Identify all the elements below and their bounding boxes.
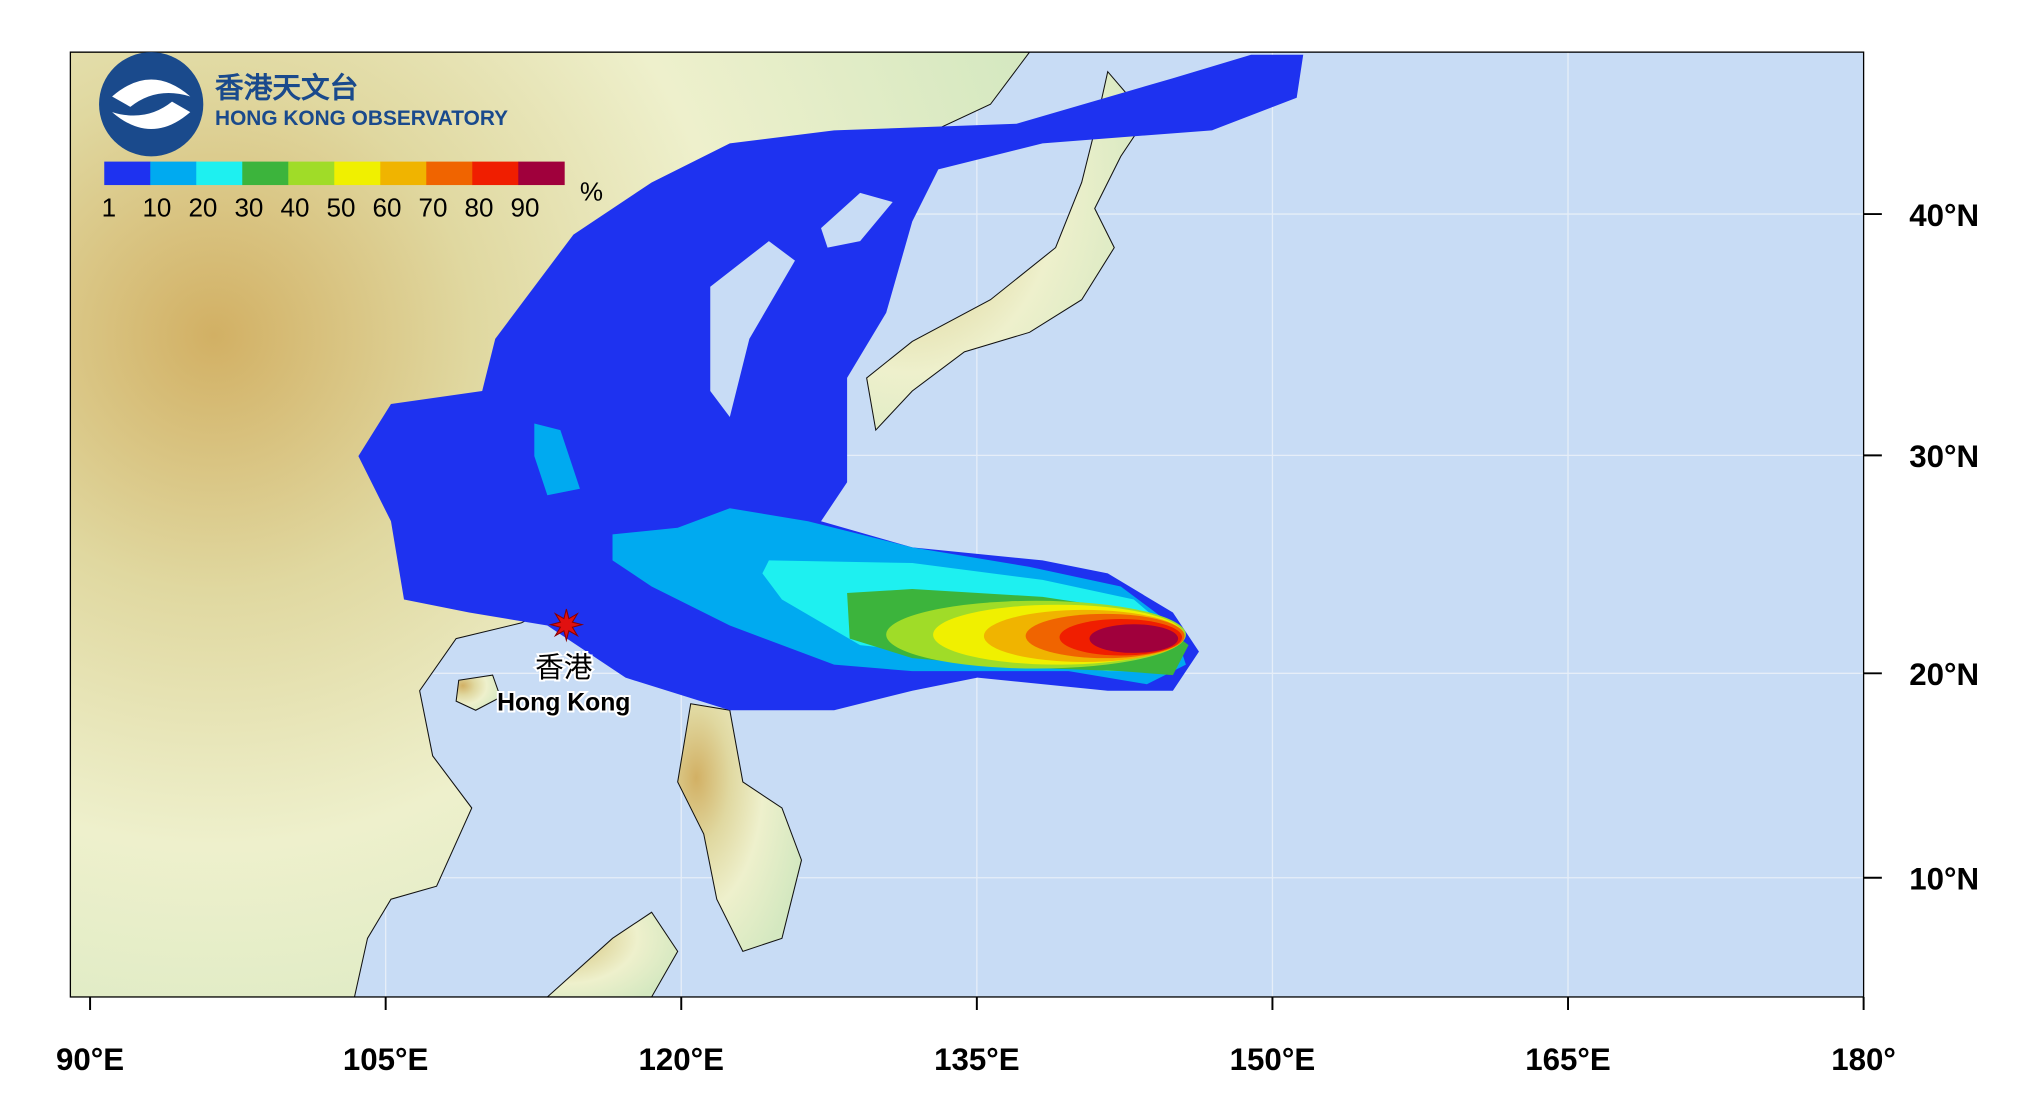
logo-emblem [99, 52, 204, 157]
legend: % 1 10 20 30 40 50 60 70 80 90 [102, 161, 603, 222]
land-borneo [546, 911, 679, 997]
y-tick-label: 20°N [1909, 657, 1979, 692]
logo-title-en: HONG KONG OBSERVATORY [215, 107, 508, 130]
legend-label: 90 [510, 192, 539, 222]
legend-label: 50 [326, 192, 355, 222]
land-philippines [677, 703, 803, 952]
plot-frame [69, 51, 1865, 998]
probability-swath [358, 54, 1304, 711]
legend-label: 60 [372, 192, 401, 222]
legend-swatch [150, 161, 197, 186]
x-tick-label: 165°E [1525, 1042, 1611, 1077]
y-tick-label: 30°N [1909, 439, 1979, 474]
legend-label: 30 [234, 192, 263, 222]
swath-band [1089, 624, 1179, 653]
legend-swatch [518, 161, 565, 186]
logo: 香港天文台 HONG KONG OBSERVATORY [99, 52, 508, 157]
land-hainan [455, 674, 502, 711]
legend-swatch [196, 161, 243, 186]
legend-unit: % [580, 177, 603, 207]
legend-swatch [426, 161, 473, 186]
legend-swatch [380, 161, 427, 186]
x-tick-label: 150°E [1230, 1042, 1316, 1077]
map-area [70, 52, 1864, 997]
swath-band [358, 54, 1304, 711]
x-tick-label: 135°E [934, 1042, 1020, 1077]
x-tick-label: 180° [1831, 1042, 1896, 1077]
legend-label: 20 [188, 192, 217, 222]
city-label-zh: 香港 [535, 652, 593, 684]
legend-label: 10 [142, 192, 171, 222]
y-tick-label: 40°N [1909, 198, 1979, 233]
legend-label: 70 [418, 192, 447, 222]
legend-swatch [104, 161, 151, 186]
x-tick-label: 120°E [638, 1042, 724, 1077]
legend-label: 40 [280, 192, 309, 222]
x-tick-label: 90°E [56, 1042, 124, 1077]
legend-label: 1 [102, 192, 117, 222]
logo-title-zh: 香港天文台 [215, 72, 358, 105]
axes: 90°E 105°E 120°E 135°E 150°E 165°E 180° 10°N 20°… [56, 198, 1979, 1077]
logo-swirl [112, 79, 191, 130]
legend-label: 80 [464, 192, 493, 222]
x-tick-label: 105°E [343, 1042, 429, 1077]
legend-swatch [472, 161, 519, 186]
swath-hole [710, 192, 893, 418]
legend-swatch [242, 161, 289, 186]
city-label-en: Hong Kong [497, 690, 630, 717]
legend-swatch [288, 161, 335, 186]
land-japan [866, 70, 1148, 432]
city-marker [548, 608, 585, 643]
y-tick-label: 10°N [1909, 861, 1979, 896]
legend-swatch [334, 161, 381, 186]
